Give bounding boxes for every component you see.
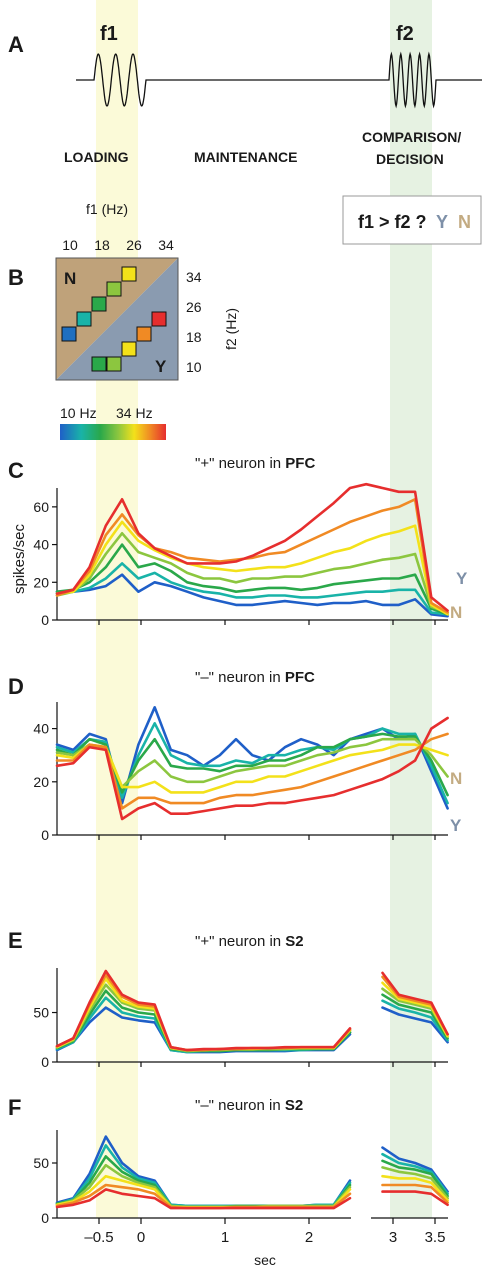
y-tick-label: 20 [33,574,49,590]
phase-comparison: COMPARISON/ [362,129,461,145]
decision-grid: N Y [55,257,179,381]
panel-title: "–" neuron in PFC [195,669,315,686]
y-tick-label: 0 [41,612,49,628]
loading-band [96,0,138,1218]
f2-tick: 10 [186,359,202,375]
panel-f: F "–" neuron in S2 0 50 [8,1095,449,1226]
stimulus-pair-cell [151,311,167,327]
x-axis: –0.5 0 1 2 3 3.5 sec [57,1217,448,1268]
panel-letter: E [8,928,23,953]
stimulus-pair-cell [91,356,107,372]
stimulus-pair-cell [106,281,122,297]
series-line-30hz [55,732,449,810]
stimulus-pair-cell [61,326,77,342]
f2-tick: 26 [186,299,202,315]
colorbar-max-label: 34 Hz [116,405,153,421]
panel-title: "–" neuron in S2 [195,1097,303,1114]
y-tick-label: 0 [41,1054,49,1070]
f1-label: f1 [100,23,118,45]
panel-letter: F [8,1095,21,1120]
x-tick-label: 3.5 [425,1229,446,1246]
f1-tick: 10 [62,237,78,253]
series-line-26hz [55,520,449,616]
f2-axis-label: f2 (Hz) [223,308,239,350]
y-axis-label: spikes/sec [11,523,28,594]
f2-tick-labels: 34 26 18 10 [186,269,202,375]
colorbar [60,424,166,440]
f1-axis-label: f1 (Hz) [86,201,128,217]
series-line-14hz [55,722,449,805]
phase-loading: LOADING [64,149,129,165]
series-line-14hz [55,562,449,616]
y-tick-label: 40 [33,537,49,553]
x-axis-label: sec [254,1252,276,1268]
region-n-label: N [64,269,76,288]
y-tick-label: 0 [41,827,49,843]
end-label-n: N [450,769,462,788]
y-tick-label: 60 [33,499,49,515]
panel-letter-a: A [8,32,24,57]
x-tick-label: 3 [389,1229,397,1246]
phase-decision: DECISION [376,151,444,167]
series-line-30hz [55,498,449,614]
stimulus-pair-cell [91,296,107,312]
panel-title: "+" neuron in PFC [195,455,315,472]
panel-letter: D [8,674,24,699]
f1-tick-labels: 10 18 26 34 [62,237,174,253]
f1-tick: 34 [158,237,174,253]
f2-tick: 18 [186,329,202,345]
x-tick-label: 2 [305,1229,313,1246]
end-label-y: Y [450,816,462,835]
y-tick-label: 0 [41,1210,49,1226]
yes-region [56,258,178,380]
y-tick-label: 20 [33,774,49,790]
stimulus-pair-cell [76,311,92,327]
series-line-18hz [55,543,449,616]
stimulus-pair-cell [121,341,137,357]
y-tick-label: 50 [33,1005,49,1021]
f2-tick: 34 [186,269,202,285]
question-text: f1 > f2 ? [358,212,427,232]
stimulus-pair-cell [106,356,122,372]
y-tick-label: 40 [33,721,49,737]
question-box [342,195,482,245]
stimulus-pair-cell [136,326,152,342]
panel-d: D "–" neuron in PFC 0 20 40 N Y [8,669,462,843]
phase-maintenance: MAINTENANCE [194,149,297,165]
series-line-22hz [55,532,449,614]
end-label-n: N [450,603,462,622]
series-line-18hz [55,732,449,797]
x-tick-label: –0.5 [84,1229,113,1246]
series-line-34hz [55,482,449,612]
f1-tick: 18 [94,237,110,253]
stimulus-trace [76,51,482,109]
f1-tick: 26 [126,237,142,253]
panel-title: "+" neuron in S2 [195,933,304,950]
y-tick-label: 50 [33,1155,49,1171]
colorbar-min-label: 10 Hz [60,405,97,421]
series-line-34hz [55,716,449,821]
panel-e: E "+" neuron in S2 0 50 [8,928,449,1070]
series-line-34hz [55,969,449,1052]
panel-letter-b: B [8,265,24,290]
answer-no: N [458,212,471,232]
stimulus-pair-cell [121,266,137,282]
series-line-10hz [55,573,449,618]
x-tick-label: 1 [221,1229,229,1246]
answer-yes: Y [436,212,448,232]
series-line-26hz [55,743,449,794]
x-tick-label: 0 [137,1229,145,1246]
panel-letter: C [8,458,24,483]
end-label-y: Y [456,569,468,588]
region-y-label: Y [155,357,167,376]
panel-c: C "+" neuron in PFC 0 20 40 60 spikes/sec YN [8,455,468,628]
f2-label: f2 [396,23,414,45]
series-line-34hz [55,1188,449,1210]
